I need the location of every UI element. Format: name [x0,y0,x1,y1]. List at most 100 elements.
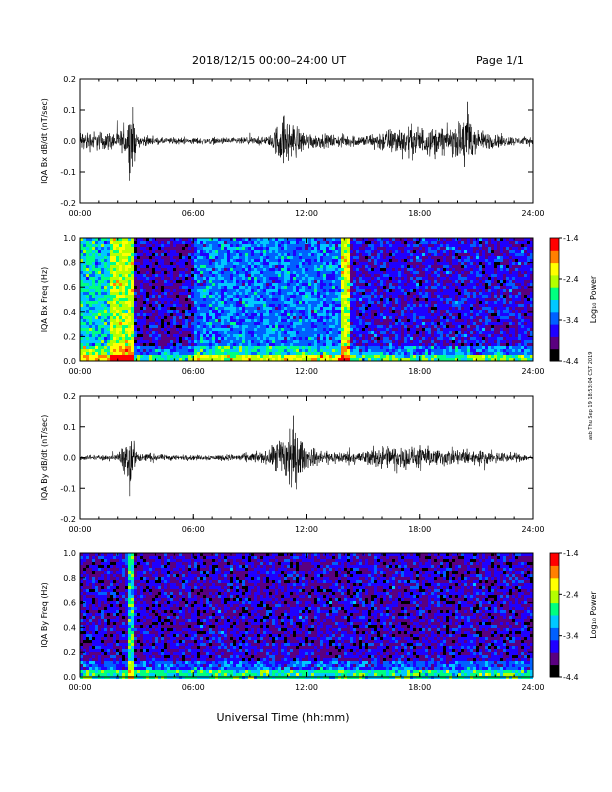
spectrogram-cell [140,271,143,274]
spectrogram-cell [206,334,209,337]
spectrogram-cell [140,238,143,241]
spectrogram-cell [245,280,248,283]
spectrogram-cell [95,355,98,358]
spectrogram-cell [362,325,365,328]
spectrogram-cell [164,316,167,319]
spectrogram-cell [185,289,188,292]
spectrogram-cell [401,295,404,298]
spectrogram-cell [437,310,440,313]
spectrogram-cell [137,274,140,277]
spectrogram-cell [386,253,389,256]
spectrogram-cell [275,343,278,346]
spectrogram-cell [176,346,179,349]
spectrogram-cell [218,340,221,343]
spectrogram-cell [380,346,383,349]
spectrogram-cell [371,304,374,307]
spectrogram-cell [266,358,269,361]
spectrogram-cell [323,346,326,349]
spectrogram-cell [167,298,170,301]
spectrogram-cell [410,247,413,250]
spectrogram-cell [185,292,188,295]
spectrogram-cell [158,271,161,274]
spectrogram-cell [344,277,347,280]
spectrogram-cell [311,319,314,322]
spectrogram-cell [350,331,353,334]
spectrogram-cell [197,283,200,286]
spectrogram-cell [275,346,278,349]
spectrogram-cell [113,280,116,283]
spectrogram-cell [386,328,389,331]
spectrogram-cell [209,307,212,310]
spectrogram-cell [419,322,422,325]
spectrogram-cell [206,262,209,265]
spectrogram-cell [368,349,371,352]
spectrogram-cell [194,259,197,262]
spectrogram-cell [263,304,266,307]
spectrogram-cell [335,316,338,319]
spectrogram-cell [209,289,212,292]
spectrogram-cell [293,352,296,355]
spectrogram-cell [320,256,323,259]
spectrogram-cell [281,286,284,289]
spectrogram-cell [353,244,356,247]
spectrogram-cell [182,346,185,349]
spectrogram-cell [416,292,419,295]
spectrogram-cell [296,238,299,241]
spectrogram-cell [266,295,269,298]
spectrogram-cell [161,292,164,295]
spectrogram-cell [149,352,152,355]
spectrogram-cell [248,301,251,304]
spectrogram-cell [344,274,347,277]
spectrogram-cell [203,349,206,352]
spectrogram-cell [143,340,146,343]
spectrogram-cell [140,343,143,346]
spectrogram-cell [296,280,299,283]
spectrogram-cell [308,325,311,328]
spectrogram-cell [326,256,329,259]
spectrogram-cell [329,250,332,253]
spectrogram-cell [194,244,197,247]
spectrogram-cell [233,265,236,268]
spectrogram-cell [203,358,206,361]
spectrogram-cell [164,313,167,316]
spectrogram-cell [104,292,107,295]
spectrogram-cell [401,247,404,250]
spectrogram-cell [170,247,173,250]
spectrogram-cell [110,316,113,319]
spectrogram-cell [218,277,221,280]
spectrogram-cell [194,346,197,349]
spectrogram-cell [116,283,119,286]
spectrogram-cell [290,310,293,313]
spectrogram-cell [290,328,293,331]
spectrogram-cell [158,334,161,337]
spectrogram-cell [347,268,350,271]
spectrogram-cell [248,250,251,253]
spectrogram-cell [92,277,95,280]
spectrogram-cell [188,307,191,310]
spectrogram-cell [317,244,320,247]
spectrogram-cell [275,241,278,244]
spectrogram-cell [113,262,116,265]
spectrogram-cell [92,295,95,298]
spectrogram-cell [128,259,131,262]
spectrogram-cell [95,319,98,322]
spectrogram-cell [389,328,392,331]
spectrogram-cell [362,343,365,346]
spectrogram-cell [227,295,230,298]
spectrogram-cell [416,301,419,304]
spectrogram-cell [371,352,374,355]
spectrogram-cell [353,247,356,250]
spectrogram-cell [368,280,371,283]
spectrogram-cell [434,286,437,289]
spectrogram-cell [266,304,269,307]
spectrogram-cell [269,280,272,283]
spectrogram-cell [143,253,146,256]
spectrogram-cell [374,274,377,277]
spectrogram-cell [416,268,419,271]
spectrogram-cell [212,331,215,334]
spectrogram-cell [230,277,233,280]
spectrogram-cell [218,322,221,325]
spectrogram-cell [323,244,326,247]
spectrogram-cell [215,271,218,274]
spectrogram-cell [293,307,296,310]
